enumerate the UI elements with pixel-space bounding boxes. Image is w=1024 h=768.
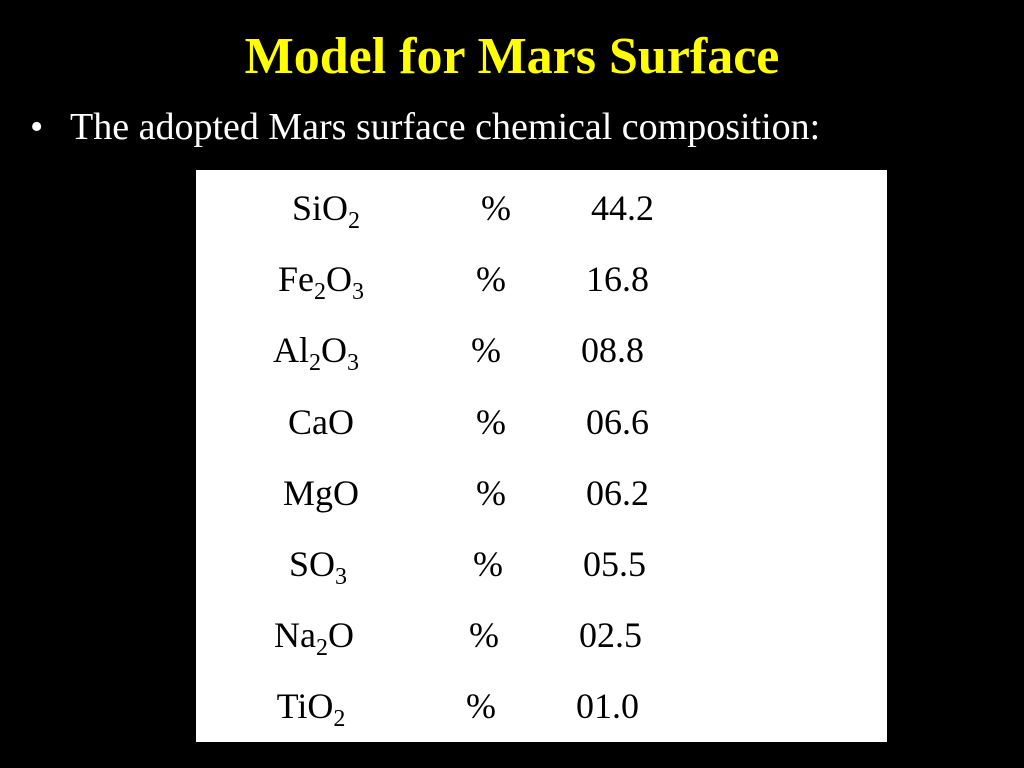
unit-cell: % [469, 615, 499, 656]
formula-text: O [326, 259, 352, 300]
table-row: CaO% 06.6 [191, 392, 882, 452]
value-cell: 06.6 [586, 401, 649, 442]
value-cell: 44.2 [591, 188, 654, 228]
unit-cell: % [476, 472, 506, 513]
formula-text: TiO [276, 686, 334, 727]
formula-text: Fe [278, 259, 314, 300]
formula-subscript: 2 [333, 706, 346, 733]
unit-cell: % [466, 686, 496, 727]
slide-title: Model for Mars Surface [244, 28, 780, 85]
table-row: MgO% 06.2 [191, 463, 882, 523]
formula-cell: SO3 [238, 534, 398, 594]
unit-cell: % [473, 544, 503, 584]
value-cell: 01.0 [576, 686, 639, 727]
formula-text: Al [273, 330, 309, 371]
formula-text: SO [288, 544, 336, 584]
formula-cell: TiO2 [231, 676, 391, 736]
table-row: TiO2% 01.0 [181, 676, 872, 736]
formula-subscript: 2 [315, 635, 328, 662]
value-cell: 02.5 [579, 615, 642, 656]
formula-subscript: 3 [352, 279, 364, 306]
value-cell: 05.5 [583, 544, 646, 584]
unit-cell: % [481, 188, 511, 228]
composition-table: SiO2% 44.2 Fe2O3% 16.8 Al2O3% 08.8 CaO% 06.6 MgO… [196, 170, 887, 742]
unit-cell: % [476, 259, 506, 300]
formula-subscript: 3 [347, 350, 359, 377]
table-row: Na2O% 02.5 [184, 605, 875, 665]
formula-cell: Fe2O3 [241, 249, 401, 309]
bullet-dot: • [30, 106, 44, 148]
bullet-item: • The adopted Mars surface chemical compo… [30, 104, 820, 150]
bullet-text: The adopted Mars surface chemical compos… [70, 106, 821, 148]
formula-subscript: 3 [335, 564, 348, 590]
formula-text: MgO [282, 472, 359, 513]
formula-text: Na [274, 615, 316, 656]
formula-subscript: 2 [348, 208, 361, 234]
table-row: SiO2% 44.2 [196, 178, 887, 238]
formula-text: O [321, 330, 347, 371]
value-cell: 16.8 [586, 259, 649, 300]
formula-cell: Al2O3 [236, 320, 396, 380]
table-row: Al2O3% 08.8 [186, 320, 877, 380]
value-cell: 06.2 [586, 472, 649, 513]
formula-text: SiO [291, 188, 349, 228]
value-cell: 08.8 [581, 330, 644, 371]
formula-cell: CaO [241, 392, 401, 452]
formula-text: CaO [288, 401, 354, 442]
unit-cell: % [476, 401, 506, 442]
formula-cell: MgO [241, 463, 401, 523]
unit-cell: % [471, 330, 501, 371]
formula-cell: Na2O [234, 605, 394, 665]
formula-subscript: 2 [314, 279, 326, 306]
table-row: SO3% 05.5 [188, 534, 879, 594]
formula-text: O [327, 615, 354, 656]
formula-subscript: 2 [309, 350, 321, 377]
formula-cell: SiO2 [246, 178, 406, 238]
table-row: Fe2O3% 16.8 [191, 249, 882, 309]
